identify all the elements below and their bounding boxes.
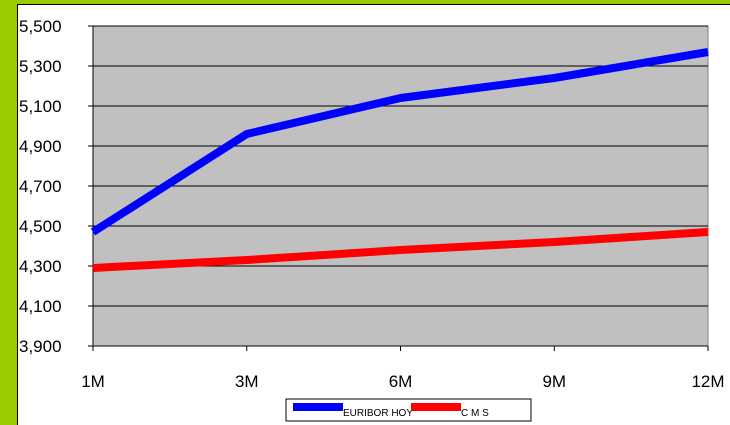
data-point [400,97,401,99]
legend [285,398,532,422]
data-point [553,77,555,79]
data-point [246,259,248,261]
data-point [246,133,248,135]
legend-label: EURIBOR HOY [343,408,413,419]
y-tick-label: 5,500 [19,17,62,36]
y-tick-label: 5,100 [19,97,62,116]
data-point [92,231,94,233]
y-tick-label: 4,300 [19,257,62,276]
y-tick-label: 3,900 [19,337,62,356]
x-tick-label: 9M [542,372,566,391]
data-point [92,267,94,269]
y-tick-label: 4,500 [19,217,62,236]
y-tick-label: 4,700 [19,177,62,196]
y-tick-label: 4,100 [19,297,62,316]
x-tick-label: 1M [81,372,105,391]
x-tick-label: 6M [389,372,413,391]
x-tick-label: 12M [691,372,724,391]
data-point [707,231,709,233]
y-tick-label: 5,300 [19,57,62,76]
y-tick-label: 4,900 [19,137,62,156]
data-point [553,241,555,243]
x-tick-label: 3M [235,372,259,391]
data-point [400,249,401,251]
legend-label: C M S [461,408,489,419]
data-point [707,51,709,53]
